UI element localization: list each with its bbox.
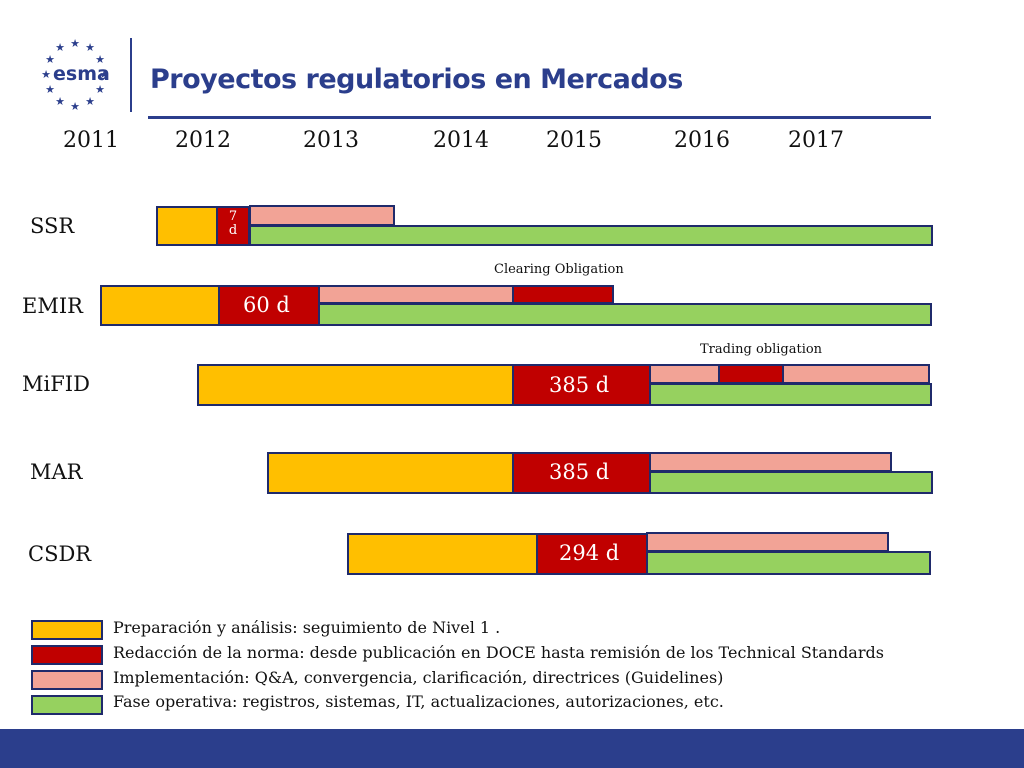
svg-text:★: ★: [70, 37, 80, 50]
csdr-drafting-bar: [536, 533, 649, 575]
svg-text:★: ★: [85, 41, 95, 54]
legend-swatch-preparation: [31, 620, 103, 640]
emir-drafting-label: 60 d: [243, 293, 290, 317]
mar-implementation-bar: [649, 452, 892, 472]
svg-text:★: ★: [45, 53, 55, 66]
csdr-implementation-bar: [646, 532, 889, 552]
csdr-preparation-bar: [347, 533, 539, 575]
emir-drafting-bar: [218, 285, 320, 326]
ssr-drafting-label-line: 7: [228, 209, 238, 224]
emir-note: Clearing Obligation: [494, 262, 624, 277]
emir-preparation-bar: [100, 285, 220, 326]
ssr-drafting-bar: [216, 206, 250, 246]
year-label: 2013: [303, 128, 359, 153]
legend-swatch-implementation: [31, 670, 103, 690]
mar-drafting-bar: [512, 452, 652, 494]
svg-text:★: ★: [85, 95, 95, 108]
csdr-drafting-label: 294 d: [559, 541, 620, 565]
ssr-preparation-bar: [156, 206, 218, 246]
svg-text:★: ★: [55, 41, 65, 54]
row-label-csdr: CSDR: [28, 542, 92, 566]
legend-text-drafting: Redacción de la norma: desde publicación…: [113, 643, 884, 662]
row-label-mar: MAR: [30, 460, 83, 484]
year-label: 2011: [63, 128, 119, 153]
year-label: 2015: [546, 128, 602, 153]
mar-operational-bar: [649, 471, 933, 494]
legend-swatch-operational: [31, 695, 103, 715]
mar-preparation-bar: [267, 452, 515, 494]
svg-text:★: ★: [41, 68, 51, 81]
row-label-mifid: MiFID: [22, 372, 90, 396]
ssr-implementation-bar: [249, 205, 395, 226]
legend-text-preparation: Preparación y análisis: seguimiento de N…: [113, 618, 501, 637]
svg-text:★: ★: [95, 83, 105, 96]
svg-text:★: ★: [99, 68, 109, 81]
csdr-operational-bar: [646, 551, 931, 575]
mifid-drafting-label: 385 d: [549, 373, 610, 397]
eu-stars-icon: ★ ★ ★ ★ ★ ★ ★ ★ ★ ★ ★ ★: [41, 37, 109, 113]
svg-text:★: ★: [45, 83, 55, 96]
ssr-operational-bar: [249, 225, 933, 246]
year-label: 2012: [175, 128, 231, 153]
page-title: Proyectos regulatorios en Mercados: [150, 64, 683, 95]
emir-clearing-obligation-bar: [512, 285, 614, 304]
year-label: 2017: [788, 128, 844, 153]
logo-text: esma: [53, 63, 110, 85]
mifid-drafting-bar: [512, 364, 652, 406]
row-label-ssr: SSR: [30, 214, 75, 238]
svg-text:★: ★: [95, 53, 105, 66]
mifid-operational-bar: [649, 383, 932, 406]
mifid-trading-obligation-bar: [718, 364, 784, 384]
legend-swatch-drafting: [31, 645, 103, 665]
mar-drafting-label: 385 d: [549, 460, 610, 484]
footer-bar: [0, 729, 1024, 768]
ssr-drafting-label-line: d: [228, 223, 238, 238]
year-label: 2016: [674, 128, 730, 153]
svg-text:★: ★: [70, 100, 80, 113]
ssr-drafting-label: 7 d: [224, 210, 242, 238]
esma-logo: ★ ★ ★ ★ ★ ★ ★ ★ ★ ★ ★ ★ esma: [30, 36, 120, 116]
svg-text:★: ★: [55, 95, 65, 108]
emir-implementation-bar: [318, 285, 514, 304]
emir-operational-bar: [318, 303, 932, 326]
legend-text-operational: Fase operativa: registros, sistemas, IT,…: [113, 692, 724, 711]
mifid-preparation-bar: [197, 364, 515, 406]
logo-divider: [130, 38, 132, 112]
row-label-emir: EMIR: [22, 294, 83, 318]
legend-text-implementation: Implementación: Q&A, convergencia, clari…: [113, 668, 724, 687]
title-rule: [148, 116, 931, 119]
mifid-note: Trading obligation: [700, 342, 823, 357]
year-label: 2014: [433, 128, 489, 153]
mifid-implementation-bar: [649, 364, 930, 384]
